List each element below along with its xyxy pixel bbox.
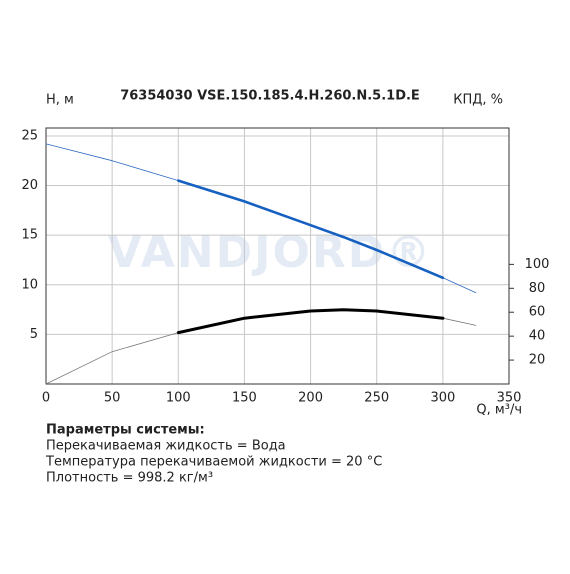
- notes-heading: Параметры системы:: [46, 423, 205, 438]
- y2-axis-label: КПД, %: [453, 93, 503, 108]
- y-tick-label: 15: [21, 228, 38, 243]
- chart-title: 76354030 VSE.150.185.4.H.260.N.5.1D.E: [120, 89, 420, 104]
- x-tick-label: 350: [497, 391, 522, 406]
- x-tick-label: 200: [298, 391, 323, 406]
- y-tick-label: 10: [21, 277, 38, 292]
- y2-tick-label: 60: [529, 305, 546, 320]
- y2-tick-label: 40: [529, 329, 546, 344]
- x-tick-label: 0: [42, 391, 50, 406]
- y-tick-label: 5: [30, 327, 38, 342]
- notes-line: Температура перекачиваемой жидкости = 20…: [45, 455, 382, 470]
- x-axis-label: Q, м³/ч: [476, 403, 522, 418]
- y-tick-label: 20: [21, 178, 38, 193]
- x-tick-label: 150: [232, 391, 257, 406]
- y2-tick-label: 20: [529, 353, 546, 368]
- x-tick-label: 300: [430, 391, 455, 406]
- y2-tick-label: 100: [525, 257, 550, 272]
- curve: [177, 179, 445, 280]
- x-tick-label: 50: [104, 391, 121, 406]
- plot-frame: [45, 127, 510, 385]
- y-axis-label: H, м: [46, 93, 74, 108]
- curve: [176, 308, 445, 335]
- y-tick-label: 25: [21, 128, 38, 143]
- notes-line: Плотность = 998.2 кг/м³: [46, 471, 213, 486]
- notes-line: Перекачиваемая жидкость = Вода: [46, 439, 286, 454]
- x-tick-label: 250: [364, 391, 389, 406]
- x-tick-label: 100: [166, 391, 191, 406]
- y2-tick-label: 80: [529, 281, 546, 296]
